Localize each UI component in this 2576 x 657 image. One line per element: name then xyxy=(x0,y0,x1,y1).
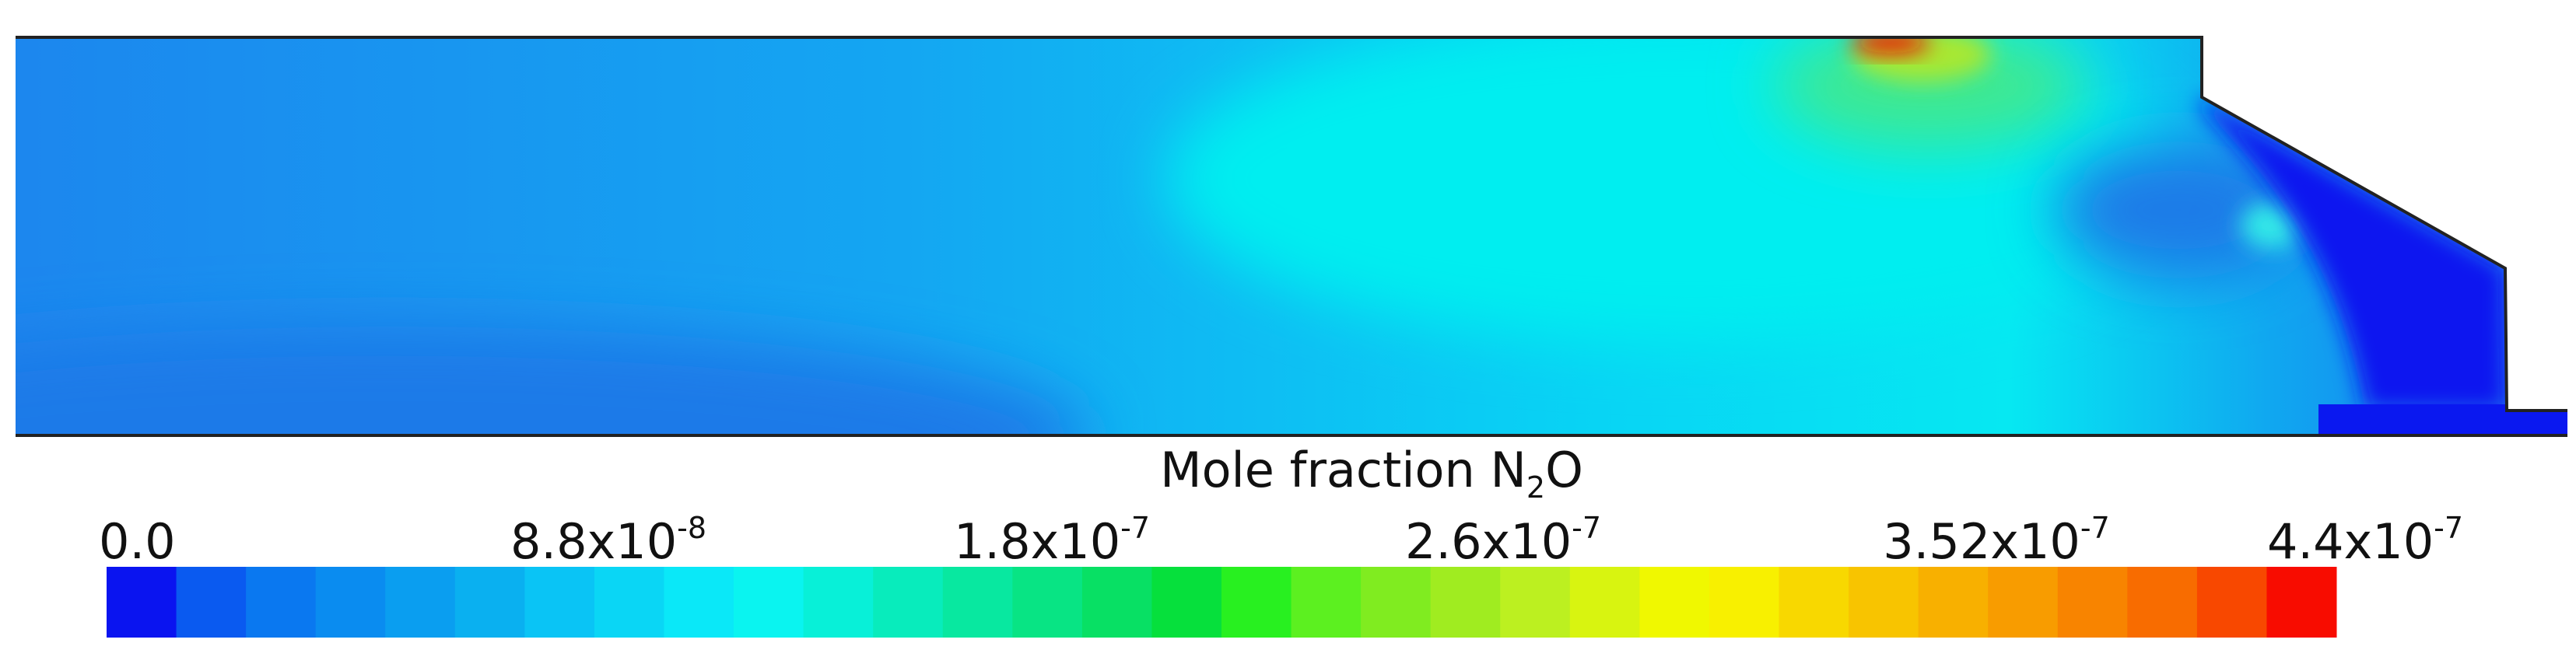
colorbar-tick-label: 3.52x10-7 xyxy=(1883,511,2110,570)
colorbar-swatch xyxy=(594,567,664,638)
colorbar-swatch xyxy=(1500,567,1571,638)
colorbar-swatch xyxy=(873,567,944,638)
tick-exponent: -7 xyxy=(1572,511,1601,545)
colorbar-swatch xyxy=(107,567,177,638)
contour-field xyxy=(16,37,2567,435)
tick-base: 8.8x10 xyxy=(510,513,677,570)
colorbar-swatch xyxy=(2266,567,2337,638)
tick-exponent: -7 xyxy=(1120,511,1150,545)
colorbar-swatch xyxy=(315,567,386,638)
colorbar-swatch xyxy=(664,567,734,638)
colorbar-swatch xyxy=(1988,567,2059,638)
colorbar-swatch xyxy=(803,567,874,638)
tick-exponent: -7 xyxy=(2080,511,2110,545)
colorbar-tick-label: 4.4x10-7 xyxy=(2267,511,2463,570)
colorbar-swatch xyxy=(2196,567,2267,638)
colorbar-swatch xyxy=(1291,567,1362,638)
tick-exponent: -7 xyxy=(2434,511,2463,545)
tick-base: 1.8x10 xyxy=(954,513,1120,570)
tick-base: 0.0 xyxy=(99,513,176,570)
colorbar-swatch xyxy=(734,567,804,638)
colorbar-swatch xyxy=(1779,567,1849,638)
colorbar-swatch xyxy=(454,567,525,638)
colorbar-swatch xyxy=(1151,567,1222,638)
colorbar-swatch xyxy=(385,567,456,638)
colorbar-swatch xyxy=(1639,567,1710,638)
colorbar-swatch xyxy=(1361,567,1432,638)
colorbar-swatch xyxy=(2057,567,2128,638)
colorbar-ticks: 0.0 8.8x10-8 1.8x10-7 2.6x10-7 3.52x10-7 4.4x… xyxy=(99,511,2463,570)
colorbar-swatch xyxy=(246,567,317,638)
colorbar-swatch xyxy=(1569,567,1640,638)
colorbar-swatch xyxy=(1849,567,1919,638)
tick-base: 4.4x10 xyxy=(2267,513,2434,570)
colorbar-swatch xyxy=(176,567,247,638)
tick-base: 2.6x10 xyxy=(1405,513,1572,570)
colorbar-swatch xyxy=(1221,567,1292,638)
tick-base: 3.52x10 xyxy=(1883,513,2080,570)
colorbar-swatch xyxy=(2127,567,2198,638)
colorbar-swatch xyxy=(1430,567,1501,638)
colorbar-swatch xyxy=(1081,567,1152,638)
geometry-outline xyxy=(16,36,2567,437)
colorbar xyxy=(107,567,2337,638)
colorbar-swatch xyxy=(524,567,595,638)
colorbar-title: Mole fraction N2O xyxy=(1160,442,1583,505)
colorbar-tick-label: 1.8x10-7 xyxy=(954,511,1150,570)
colorbar-swatch xyxy=(1012,567,1083,638)
colorbar-tick-label: 2.6x10-7 xyxy=(1405,511,1601,570)
colorbar-tick-label: 0.0 xyxy=(99,513,176,570)
colorbar-swatch xyxy=(1709,567,1779,638)
colorbar-swatch xyxy=(1918,567,1989,638)
tick-exponent: -8 xyxy=(677,511,706,545)
colorbar-tick-label: 8.8x10-8 xyxy=(510,511,706,570)
colorbar-swatch xyxy=(942,567,1013,638)
